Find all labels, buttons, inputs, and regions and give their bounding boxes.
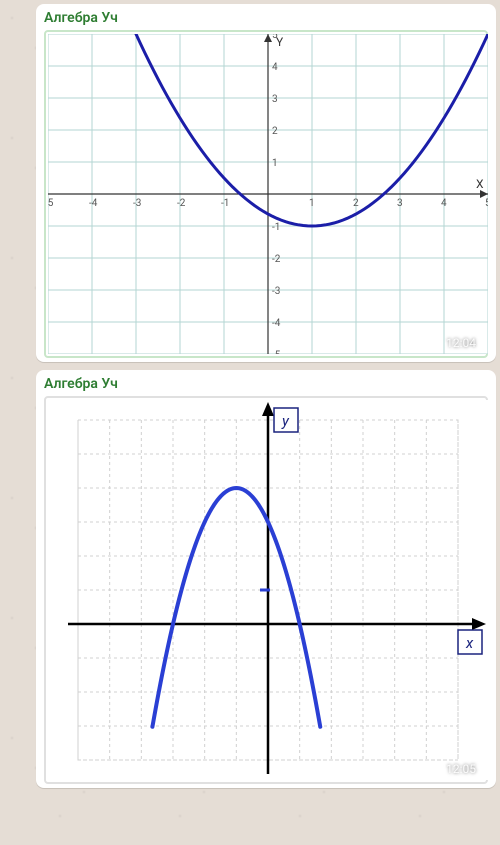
svg-text:y: y: [281, 412, 290, 430]
svg-text:-1: -1: [272, 222, 280, 233]
message-timestamp: 12:04: [446, 336, 476, 350]
svg-text:-1: -1: [221, 198, 229, 209]
svg-text:-3: -3: [272, 286, 280, 297]
svg-text:3: 3: [397, 198, 403, 209]
message-bubble[interactable]: Алгебра Уч -5 -4 -3 -2 -1 1 2 3 4 5 -5 -4 -3 -2 -1 1 2 3 4…: [36, 4, 496, 362]
svg-text:5: 5: [485, 198, 488, 209]
messages-container: Алгебра Уч -5 -4 -3 -2 -1 1 2 3 4 5 -5 -4 -3 -2 -1 1 2 3 4…: [0, 0, 500, 788]
parabola-chart-down: yx: [48, 400, 488, 780]
svg-text:Y: Y: [276, 35, 284, 49]
svg-text:-2: -2: [272, 254, 281, 265]
svg-text:-3: -3: [133, 198, 141, 209]
message-bubble[interactable]: Алгебра Уч yx 12:05: [36, 370, 496, 788]
parabola-chart-up: -5-4-3-2-112345-5-4-3-2-112345YX: [48, 34, 488, 354]
svg-text:-4: -4: [89, 198, 98, 209]
message-timestamp: 12:05: [446, 762, 476, 776]
sender-name[interactable]: Алгебра Уч: [44, 376, 488, 392]
svg-text:3: 3: [272, 94, 278, 105]
svg-text:2: 2: [353, 198, 359, 209]
svg-text:4: 4: [441, 198, 447, 209]
svg-text:-4: -4: [272, 318, 281, 329]
svg-text:-5: -5: [272, 350, 281, 354]
svg-text:4: 4: [272, 62, 278, 73]
svg-text:x: x: [465, 634, 474, 652]
svg-text:X: X: [476, 177, 484, 191]
svg-text:-5: -5: [48, 198, 54, 209]
chart-container[interactable]: yx 12:05: [44, 396, 488, 784]
svg-text:1: 1: [272, 158, 278, 169]
chart-container[interactable]: -5-4-3-2-112345-5-4-3-2-112345YX 12:04: [44, 30, 488, 358]
sender-name[interactable]: Алгебра Уч: [44, 10, 488, 26]
svg-text:1: 1: [309, 198, 315, 209]
svg-text:2: 2: [272, 126, 278, 137]
svg-text:-2: -2: [177, 198, 186, 209]
